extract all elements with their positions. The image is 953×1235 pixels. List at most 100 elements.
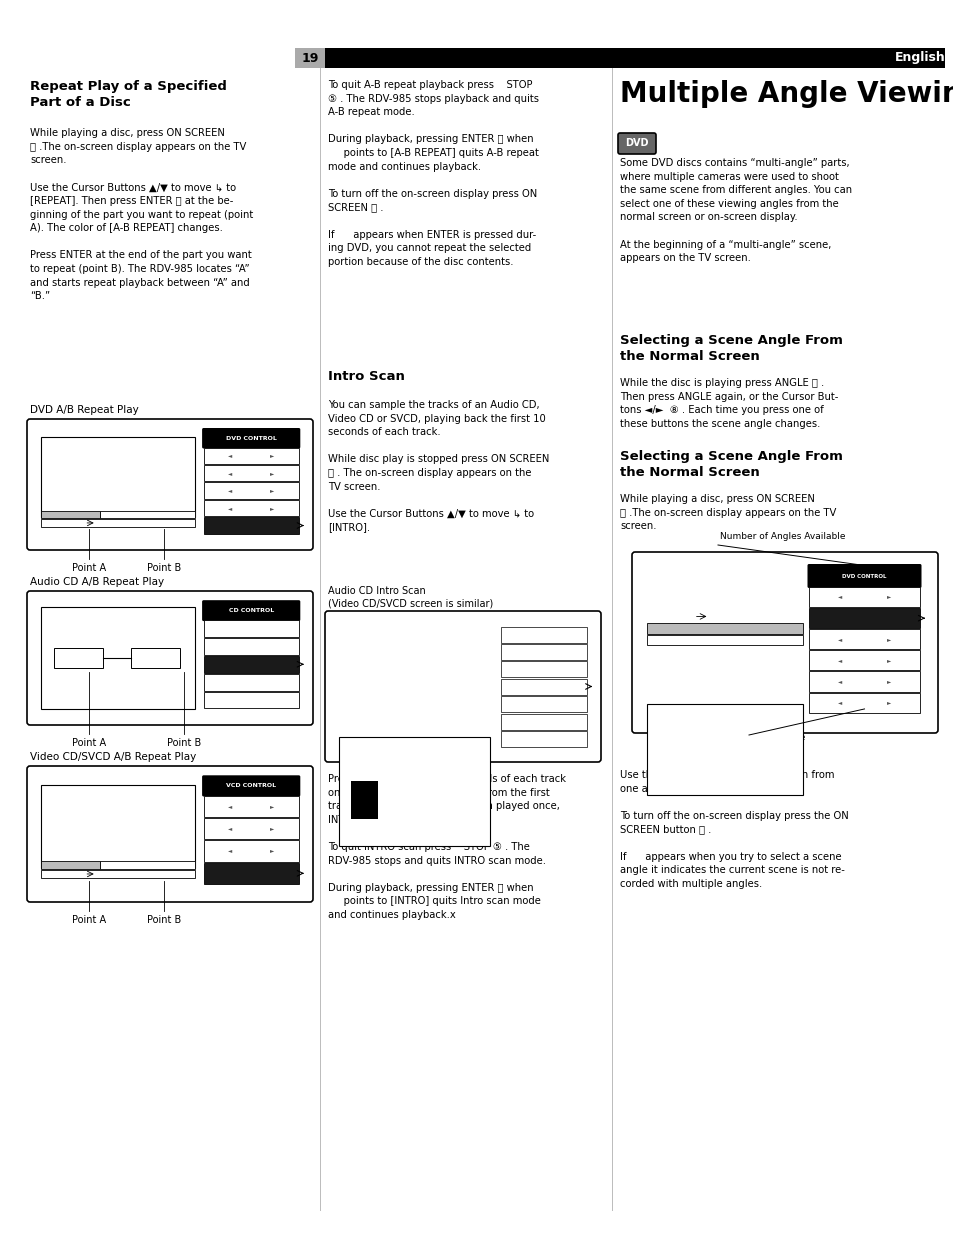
FancyBboxPatch shape bbox=[806, 564, 921, 588]
Bar bbox=[351, 781, 377, 819]
Bar bbox=[203, 692, 298, 709]
Text: While playing a disc, press ON SCREEN
⑗ .The on-screen display appears on the TV: While playing a disc, press ON SCREEN ⑗ … bbox=[30, 128, 253, 301]
Bar bbox=[203, 638, 298, 655]
Text: While the disc is playing press ANGLE ⑙ .
Then press ANGLE again, or the Cursor : While the disc is playing press ANGLE ⑙ … bbox=[619, 378, 838, 429]
FancyBboxPatch shape bbox=[27, 419, 313, 550]
Bar bbox=[203, 674, 298, 690]
Text: Point A: Point A bbox=[71, 739, 106, 748]
Bar bbox=[203, 818, 298, 840]
Bar bbox=[100, 861, 195, 868]
Bar bbox=[500, 643, 587, 659]
Bar bbox=[203, 795, 298, 816]
Text: Number of Angles Available: Number of Angles Available bbox=[720, 532, 844, 541]
Bar bbox=[646, 624, 802, 634]
Text: ◄: ◄ bbox=[228, 505, 233, 510]
Bar bbox=[203, 483, 298, 499]
Bar bbox=[646, 635, 802, 645]
Bar bbox=[808, 672, 919, 692]
Text: ◄: ◄ bbox=[228, 488, 233, 493]
Text: Point A: Point A bbox=[71, 915, 106, 925]
Bar bbox=[203, 620, 298, 637]
Text: Intro Scan: Intro Scan bbox=[328, 370, 404, 383]
Bar bbox=[500, 679, 587, 695]
Text: Point B: Point B bbox=[147, 563, 181, 573]
Bar bbox=[41, 784, 195, 868]
Bar bbox=[338, 737, 490, 846]
Bar bbox=[203, 840, 298, 862]
Text: ◄: ◄ bbox=[228, 453, 233, 458]
Text: ◄: ◄ bbox=[228, 826, 233, 831]
Text: Point B: Point B bbox=[147, 915, 181, 925]
Bar bbox=[100, 511, 195, 517]
FancyBboxPatch shape bbox=[202, 429, 300, 448]
Text: ◄: ◄ bbox=[837, 637, 841, 642]
Text: ►: ► bbox=[886, 637, 890, 642]
Bar bbox=[203, 447, 298, 464]
Bar bbox=[41, 869, 195, 878]
Text: ◄: ◄ bbox=[228, 471, 233, 475]
Bar bbox=[500, 714, 587, 730]
Text: Point B: Point B bbox=[167, 739, 201, 748]
Text: ►: ► bbox=[270, 505, 274, 510]
FancyBboxPatch shape bbox=[618, 133, 656, 154]
Text: ►: ► bbox=[886, 594, 890, 599]
FancyBboxPatch shape bbox=[202, 776, 300, 797]
Bar bbox=[500, 731, 587, 747]
Text: ►: ► bbox=[270, 488, 274, 493]
Text: ►: ► bbox=[270, 826, 274, 831]
Bar bbox=[131, 648, 179, 668]
Text: Audio CD A/B Repeat Play: Audio CD A/B Repeat Play bbox=[30, 577, 164, 587]
Bar bbox=[808, 587, 919, 608]
Text: ◄: ◄ bbox=[228, 804, 233, 809]
Text: VCD CONTROL: VCD CONTROL bbox=[226, 783, 276, 788]
Text: Multiple Angle Viewing: Multiple Angle Viewing bbox=[619, 80, 953, 107]
Text: ◄: ◄ bbox=[228, 848, 233, 853]
Bar bbox=[203, 656, 298, 673]
Bar bbox=[203, 464, 298, 482]
Text: ►: ► bbox=[270, 471, 274, 475]
Bar bbox=[500, 626, 587, 642]
Bar bbox=[808, 629, 919, 650]
Bar bbox=[500, 662, 587, 677]
Bar bbox=[808, 651, 919, 671]
Text: Point A: Point A bbox=[71, 563, 106, 573]
Bar bbox=[500, 697, 587, 713]
Bar bbox=[325, 48, 944, 68]
Text: Use the Cursor Buttons ◄/►  ⑧ switch from
one angle to another.

To turn off the: Use the Cursor Buttons ◄/► ⑧ switch from… bbox=[619, 769, 848, 889]
Text: Some DVD discs contains “multi-angle” parts,
where multiple cameras were used to: Some DVD discs contains “multi-angle” pa… bbox=[619, 158, 851, 263]
Text: Audio CD Intro Scan
(Video CD/SVCD screen is similar): Audio CD Intro Scan (Video CD/SVCD scree… bbox=[328, 585, 493, 609]
Text: ◄: ◄ bbox=[837, 700, 841, 705]
Text: CD CONTROL: CD CONTROL bbox=[229, 608, 274, 613]
Bar bbox=[41, 437, 195, 517]
Bar bbox=[203, 862, 298, 884]
Bar bbox=[41, 606, 195, 709]
Bar bbox=[41, 519, 195, 527]
Text: Repeat Play of a Specified
Part of a Disc: Repeat Play of a Specified Part of a Dis… bbox=[30, 80, 227, 109]
FancyBboxPatch shape bbox=[202, 600, 300, 621]
Text: ►: ► bbox=[886, 700, 890, 705]
Text: DVD A/B Repeat Play: DVD A/B Repeat Play bbox=[30, 405, 138, 415]
Text: DVD: DVD bbox=[624, 138, 648, 148]
Bar bbox=[41, 861, 100, 868]
Text: DVD CONTROL: DVD CONTROL bbox=[226, 436, 276, 441]
Text: While playing a disc, press ON SCREEN
⑗ .The on-screen display appears on the TV: While playing a disc, press ON SCREEN ⑗ … bbox=[619, 494, 836, 531]
FancyBboxPatch shape bbox=[325, 611, 600, 762]
FancyBboxPatch shape bbox=[27, 766, 313, 902]
Text: Selecting a Scene Angle From
the Normal Screen: Selecting a Scene Angle From the Normal … bbox=[619, 450, 842, 479]
Text: Press ENTER. The first 10 seconds of each track
on the disc are played in order : Press ENTER. The first 10 seconds of eac… bbox=[328, 774, 565, 920]
Bar bbox=[808, 608, 919, 629]
Text: Video CD/SVCD A/B Repeat Play: Video CD/SVCD A/B Repeat Play bbox=[30, 752, 196, 762]
Text: 19: 19 bbox=[301, 52, 318, 64]
Text: ►: ► bbox=[886, 679, 890, 684]
Text: ◄: ◄ bbox=[837, 594, 841, 599]
Bar bbox=[203, 500, 298, 516]
Text: English: English bbox=[894, 52, 944, 64]
Text: Selecting a Scene Angle From
the Normal Screen: Selecting a Scene Angle From the Normal … bbox=[619, 333, 842, 363]
Text: ►: ► bbox=[886, 658, 890, 663]
Text: ◄: ◄ bbox=[837, 658, 841, 663]
Bar bbox=[203, 517, 298, 534]
FancyBboxPatch shape bbox=[27, 592, 313, 725]
Bar bbox=[41, 511, 100, 517]
Bar bbox=[53, 648, 103, 668]
Text: ►: ► bbox=[270, 804, 274, 809]
